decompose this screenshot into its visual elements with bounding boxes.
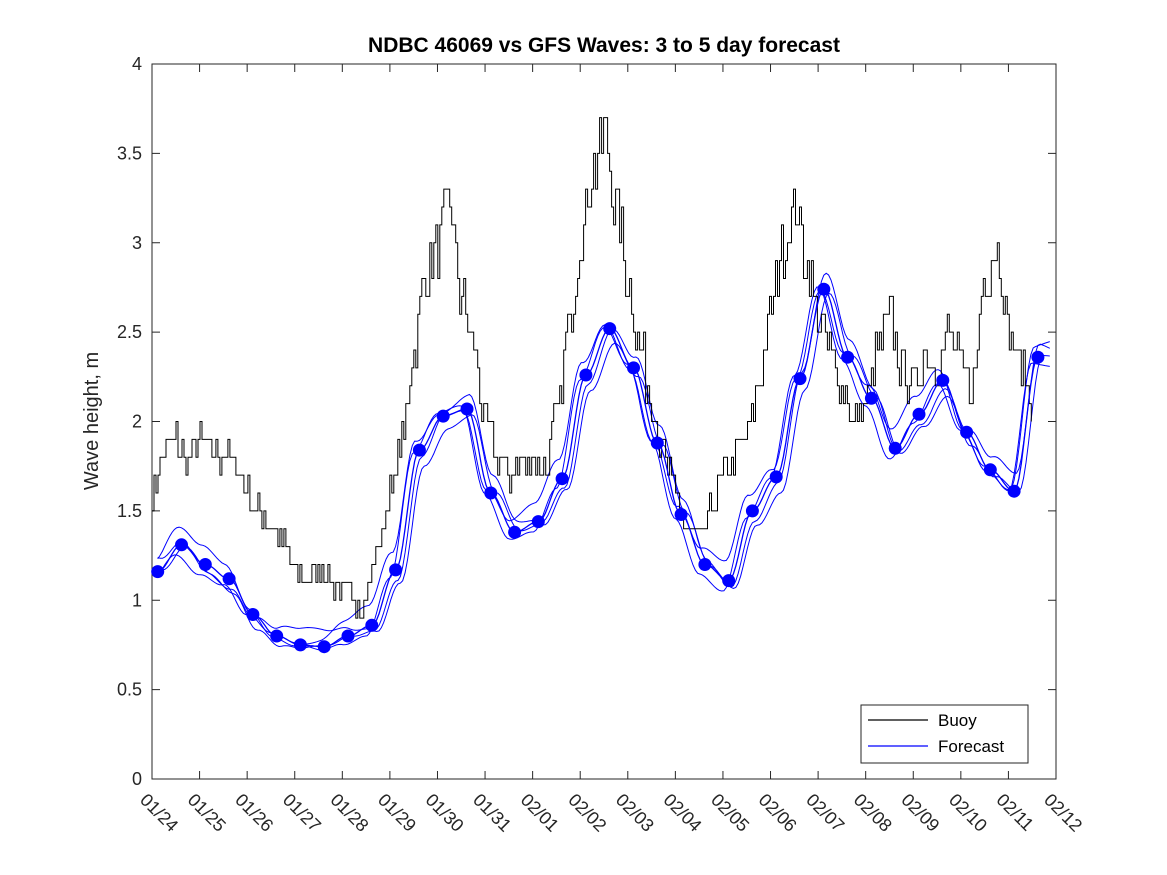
legend-label-forecast: Forecast [938,737,1004,756]
forecast-point [460,402,474,416]
forecast-point [769,470,783,484]
forecast-point [151,565,165,579]
forecast-point [317,640,331,654]
forecast-point [198,558,212,571]
y-tick-label: 3 [132,233,142,253]
forecast-point [412,443,426,457]
y-tick-label: 1 [132,590,142,610]
legend: Buoy Forecast [860,704,1029,764]
y-tick-label: 1.5 [117,501,142,521]
y-axis-label: Wave height, m [81,352,103,490]
forecast-point [293,638,307,652]
y-tick-label: 0 [132,769,142,789]
y-tick-label: 3.5 [117,143,142,163]
forecast-point [864,391,878,405]
forecast-point [650,436,664,450]
legend-label-buoy: Buoy [938,711,977,730]
forecast-point [745,504,759,518]
forecast-point [983,463,997,477]
forecast-point [508,525,522,539]
y-tick-label: 0.5 [117,680,142,700]
forecast-point [579,368,593,382]
forecast-point [888,441,902,455]
forecast-point [793,372,807,386]
forecast-point [436,409,450,423]
forecast-point [270,629,284,643]
forecast-point [341,629,355,643]
forecast-point [1031,350,1045,364]
y-axis: 0 0.5 1 1.5 2 2.5 3 3.5 4 [117,54,1056,789]
forecast-point [841,350,855,364]
buoy-line [152,117,1032,619]
forecast-point [627,361,640,375]
forecast-point [365,618,379,632]
forecast-point [722,574,736,588]
forecast-point [698,558,712,571]
forecast-point [960,425,974,439]
forecast-point [912,407,926,421]
y-tick-label: 4 [132,54,142,74]
forecast-point [389,563,403,577]
forecast-point [1007,484,1021,498]
chart-title: NDBC 46069 vs GFS Waves: 3 to 5 day fore… [368,34,840,57]
forecast-point [531,515,545,529]
forecast-point [175,538,188,552]
forecast-point [555,472,569,486]
forecast-point [603,322,617,336]
legend-box [860,704,1029,764]
forecast-point [674,508,688,521]
forecast-point [246,608,260,621]
forecast-member-line [157,292,1050,649]
forecast-point [222,572,236,586]
forecast-point [817,282,831,296]
forecast-point [936,373,950,387]
plot-area [151,63,1057,780]
y-tick-label: 2 [132,412,142,432]
series-layer [151,117,1051,654]
y-tick-label: 2.5 [117,322,142,342]
forecast-point [484,486,498,500]
